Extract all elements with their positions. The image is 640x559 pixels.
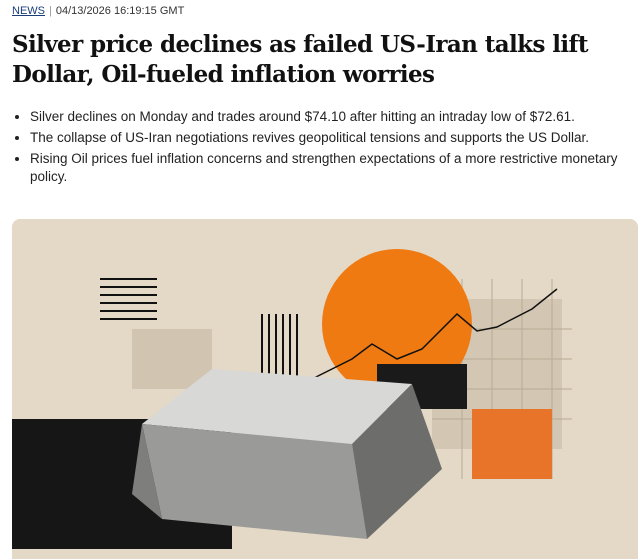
article-meta: NEWS | 04/13/2026 16:19:15 GMT <box>12 5 184 17</box>
timestamp: 04/13/2026 16:19:15 GMT <box>55 5 185 17</box>
headline: Silver price declines as failed US-Iran … <box>12 31 588 88</box>
summary-item: The collapse of US-Iran negotiations rev… <box>30 129 640 147</box>
silver-bar-illustration <box>12 249 572 549</box>
price-line <box>261 288 558 410</box>
category-link[interactable]: NEWS <box>12 5 45 17</box>
separator: | <box>49 5 52 17</box>
hero-image <box>12 219 638 559</box>
summary-list: Silver declines on Monday and trades aro… <box>12 108 640 189</box>
sun-circle <box>322 249 472 399</box>
summary-item: Silver declines on Monday and trades aro… <box>30 108 640 126</box>
summary-item: Rising Oil prices fuel inflation concern… <box>30 150 640 186</box>
